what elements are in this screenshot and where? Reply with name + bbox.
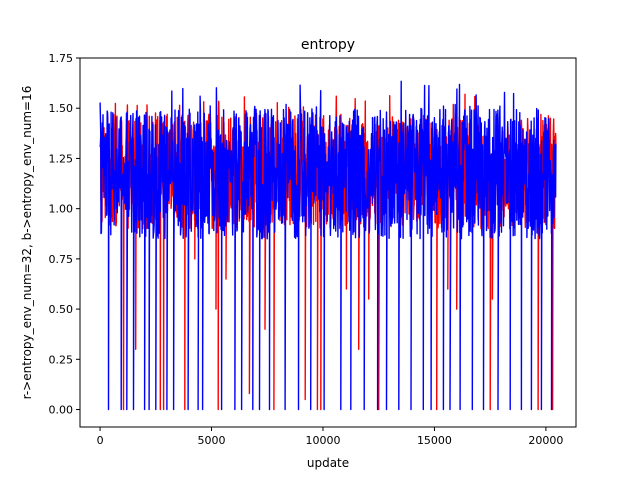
x-axis-label: update xyxy=(307,456,349,470)
y-tick-label: 0.25 xyxy=(49,353,74,366)
y-tick-label: 1.50 xyxy=(49,102,74,115)
y-tick-label: 1.75 xyxy=(49,52,74,65)
x-tick-label: 0 xyxy=(97,434,104,447)
x-tick-label: 10000 xyxy=(305,434,340,447)
plot-frame xyxy=(79,57,577,428)
y-tick-label: 1.00 xyxy=(49,203,74,216)
series-layer xyxy=(99,80,557,411)
y-tick-label: 0.50 xyxy=(49,303,74,316)
y-axis: 0.00 0.25 0.50 0.75 1.00 1.25 1.50 1.75 xyxy=(49,52,80,417)
x-axis: 0 5000 10000 15000 20000 xyxy=(97,427,563,447)
x-tick-label: 5000 xyxy=(198,434,226,447)
x-tick-label: 20000 xyxy=(528,434,563,447)
x-tick-label: 15000 xyxy=(417,434,452,447)
series-line-blue xyxy=(99,80,557,411)
y-tick-label: 0.00 xyxy=(49,404,74,417)
chart-title: entropy xyxy=(301,37,355,53)
y-tick-label: 1.25 xyxy=(49,152,74,165)
y-tick-label: 0.75 xyxy=(49,253,74,266)
y-axis-label: r->entropy_env_num=32, b->entropy_env_nu… xyxy=(20,86,34,400)
